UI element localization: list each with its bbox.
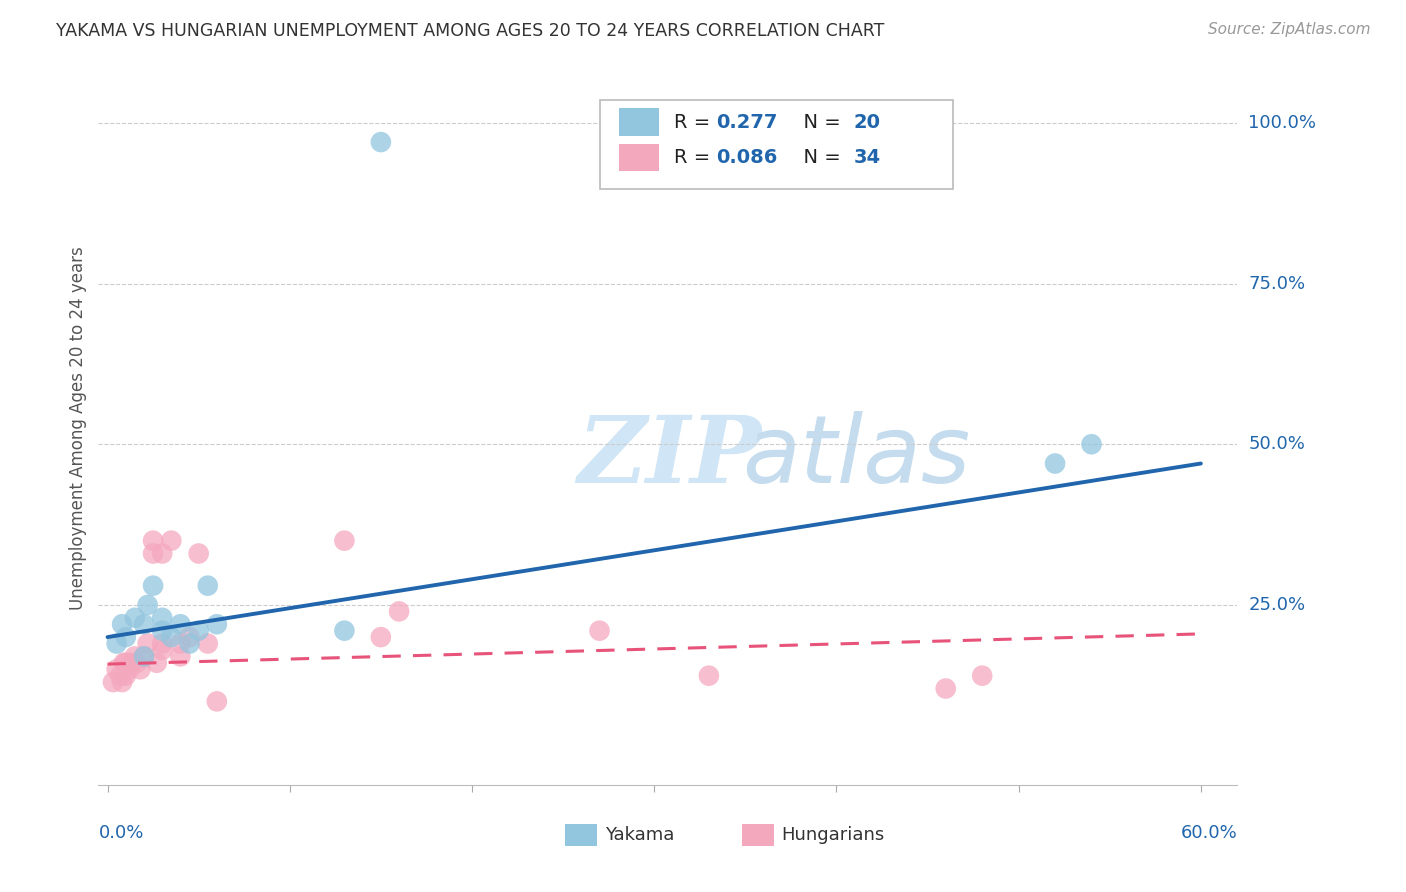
Point [169, 617, 191, 632]
Point [111, 675, 134, 690]
Point [114, 630, 136, 644]
Text: atlas: atlas [742, 411, 970, 502]
Point [370, 630, 392, 644]
Point [179, 636, 201, 650]
Point [697, 668, 720, 682]
Point [388, 604, 411, 618]
Point [169, 649, 191, 664]
Point [105, 662, 128, 676]
Text: 75.0%: 75.0% [1249, 275, 1306, 293]
Text: 50.0%: 50.0% [1249, 435, 1305, 453]
Text: 20: 20 [853, 112, 880, 131]
FancyBboxPatch shape [742, 824, 773, 846]
FancyBboxPatch shape [619, 145, 659, 171]
Text: 0.0%: 0.0% [98, 824, 143, 842]
Text: Source: ZipAtlas.com: Source: ZipAtlas.com [1208, 22, 1371, 37]
Point [142, 579, 165, 593]
Point [160, 630, 183, 644]
Y-axis label: Unemployment Among Ages 20 to 24 years: Unemployment Among Ages 20 to 24 years [69, 246, 87, 610]
Point [132, 649, 155, 664]
Point [179, 630, 201, 644]
FancyBboxPatch shape [619, 109, 659, 136]
Text: 34: 34 [853, 148, 880, 167]
Point [150, 643, 173, 657]
Point [150, 547, 173, 561]
Point [136, 598, 159, 612]
Point [132, 649, 155, 664]
Point [197, 636, 219, 650]
Point [205, 617, 228, 632]
Point [1080, 437, 1102, 451]
Point [333, 624, 356, 638]
Text: ZIP: ZIP [576, 412, 761, 501]
Point [145, 656, 167, 670]
FancyBboxPatch shape [599, 100, 953, 189]
Point [150, 624, 173, 638]
Point [114, 668, 136, 682]
Point [142, 533, 165, 548]
Point [118, 662, 141, 676]
Point [169, 636, 191, 650]
Point [150, 636, 173, 650]
Point [205, 694, 228, 708]
Point [187, 624, 209, 638]
Point [114, 656, 136, 670]
Point [110, 668, 132, 682]
Point [197, 579, 219, 593]
Point [160, 533, 183, 548]
Point [1043, 457, 1066, 471]
Point [150, 611, 173, 625]
Point [129, 662, 152, 676]
Point [132, 617, 155, 632]
Point [333, 533, 356, 548]
Point [125, 656, 148, 670]
Text: Hungarians: Hungarians [782, 826, 884, 844]
Point [142, 547, 165, 561]
Text: 25.0%: 25.0% [1249, 596, 1306, 614]
Text: N =: N = [790, 148, 846, 167]
Text: 0.277: 0.277 [716, 112, 778, 131]
Point [370, 135, 392, 149]
Point [972, 668, 994, 682]
Point [124, 611, 146, 625]
FancyBboxPatch shape [565, 824, 598, 846]
Point [101, 675, 124, 690]
Point [120, 656, 142, 670]
Point [187, 547, 209, 561]
Text: Yakama: Yakama [605, 826, 675, 844]
Text: YAKAMA VS HUNGARIAN UNEMPLOYMENT AMONG AGES 20 TO 24 YEARS CORRELATION CHART: YAKAMA VS HUNGARIAN UNEMPLOYMENT AMONG A… [56, 22, 884, 40]
Text: 0.086: 0.086 [716, 148, 778, 167]
Point [111, 617, 134, 632]
Text: R =: R = [673, 112, 716, 131]
Text: N =: N = [790, 112, 846, 131]
Point [105, 636, 128, 650]
Point [136, 636, 159, 650]
Point [112, 656, 135, 670]
Text: 100.0%: 100.0% [1249, 114, 1316, 132]
Point [935, 681, 957, 696]
Text: 60.0%: 60.0% [1181, 824, 1237, 842]
Text: R =: R = [673, 148, 716, 167]
Point [124, 649, 146, 664]
Point [588, 624, 610, 638]
